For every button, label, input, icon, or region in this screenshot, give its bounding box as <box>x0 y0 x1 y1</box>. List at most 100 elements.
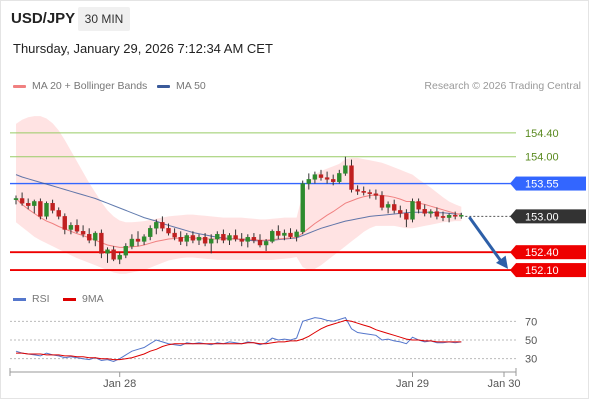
time-axis: Jan 28 Jan 29 Jan 30 <box>9 368 521 390</box>
legend-ma50: MA 50 <box>157 80 206 92</box>
candle <box>349 159 354 193</box>
candle-body <box>26 203 31 206</box>
candle-body <box>111 249 116 260</box>
level-tag-pointer-152.40 <box>510 245 516 260</box>
candle-body <box>221 234 226 241</box>
candle-body <box>257 240 263 246</box>
candle-body <box>117 254 122 260</box>
candle <box>312 171 318 184</box>
candle <box>208 234 214 254</box>
candle <box>50 199 55 214</box>
candle-body <box>324 177 330 180</box>
candle-body <box>270 231 275 242</box>
candle <box>245 234 251 248</box>
candle <box>105 247 110 263</box>
candle-body <box>227 235 232 241</box>
candle-body <box>13 198 19 200</box>
level-tag-pointer-153.00 <box>510 209 516 224</box>
candle-body <box>99 232 104 254</box>
candle <box>270 229 275 244</box>
legend-rsi: RSI <box>13 293 50 305</box>
candle-body <box>38 201 43 217</box>
candle-body <box>343 165 348 174</box>
forecast-arrow-shaft <box>468 216 505 265</box>
candle-body <box>263 241 269 246</box>
candle <box>147 225 153 241</box>
candle-body <box>410 201 415 220</box>
rsi-ma-label: 9MA <box>82 293 104 305</box>
candle-body <box>147 228 153 237</box>
bollinger-band <box>16 116 462 274</box>
candle-body <box>300 183 305 233</box>
x-tick-Jan 30: Jan 30 <box>487 378 520 390</box>
candle <box>154 219 159 235</box>
forecast-arrow-head <box>496 255 508 269</box>
credit-text: Research © 2026 Trading Central <box>424 80 581 92</box>
candle-body <box>160 222 165 229</box>
candle <box>337 169 342 184</box>
bollinger-band-layer <box>16 116 462 274</box>
candle-body <box>453 214 458 217</box>
candle-body <box>123 246 129 256</box>
candle <box>367 189 372 199</box>
candle-body <box>184 235 190 242</box>
candle-body <box>459 214 464 217</box>
candle-body <box>68 225 74 230</box>
candle <box>129 234 135 250</box>
candle <box>251 233 257 244</box>
level-label-152.10: 152.10 <box>525 265 559 277</box>
rsi-tick-70: 70 <box>525 316 537 328</box>
candle <box>123 243 129 259</box>
candle <box>80 225 86 238</box>
candle-body <box>135 238 141 242</box>
candle <box>416 198 421 214</box>
candle-body <box>208 238 214 244</box>
candle <box>392 199 397 214</box>
candle-body <box>373 193 379 196</box>
level-label-153.00: 153.00 <box>525 211 559 223</box>
candle <box>44 201 49 220</box>
candle <box>62 213 67 235</box>
candle-body <box>44 203 49 217</box>
level-tag-153.55 <box>516 176 586 191</box>
candle-body <box>318 174 324 178</box>
candle <box>166 223 171 236</box>
candle <box>373 189 379 200</box>
candle <box>410 198 415 223</box>
x-tick-Jan 28: Jan 28 <box>103 378 136 390</box>
candle-body <box>178 237 183 242</box>
x-tick-Jan 29: Jan 29 <box>396 378 429 390</box>
candle <box>459 212 464 219</box>
candles-layer <box>13 156 464 265</box>
candle-body <box>306 179 311 184</box>
candle-body <box>74 225 80 232</box>
candle <box>404 209 409 228</box>
candle <box>239 233 244 247</box>
candle <box>276 225 281 240</box>
candle-body <box>215 234 220 240</box>
candle-body <box>446 214 452 218</box>
candle <box>434 207 440 220</box>
candle-body <box>404 213 409 220</box>
candle-body <box>337 173 342 182</box>
candle <box>331 174 336 186</box>
candle-body <box>331 179 336 182</box>
timeframe-badge[interactable]: 30 MIN <box>78 7 130 31</box>
legend-ma20: MA 20 + Bollinger Bands <box>13 80 147 92</box>
candle-body <box>239 238 244 242</box>
candle-body <box>312 174 318 180</box>
candle-body <box>428 211 433 214</box>
rsi-tick-30: 30 <box>525 354 537 366</box>
level-label-152.40: 152.40 <box>525 247 559 259</box>
candle <box>355 185 360 195</box>
candle-body <box>294 231 299 237</box>
candle <box>453 211 458 220</box>
candle <box>26 198 31 210</box>
candle <box>178 231 183 246</box>
candle-body <box>422 209 427 214</box>
candle <box>343 156 348 176</box>
ma50-swatch <box>157 84 170 88</box>
rsi-swatch <box>13 297 26 301</box>
